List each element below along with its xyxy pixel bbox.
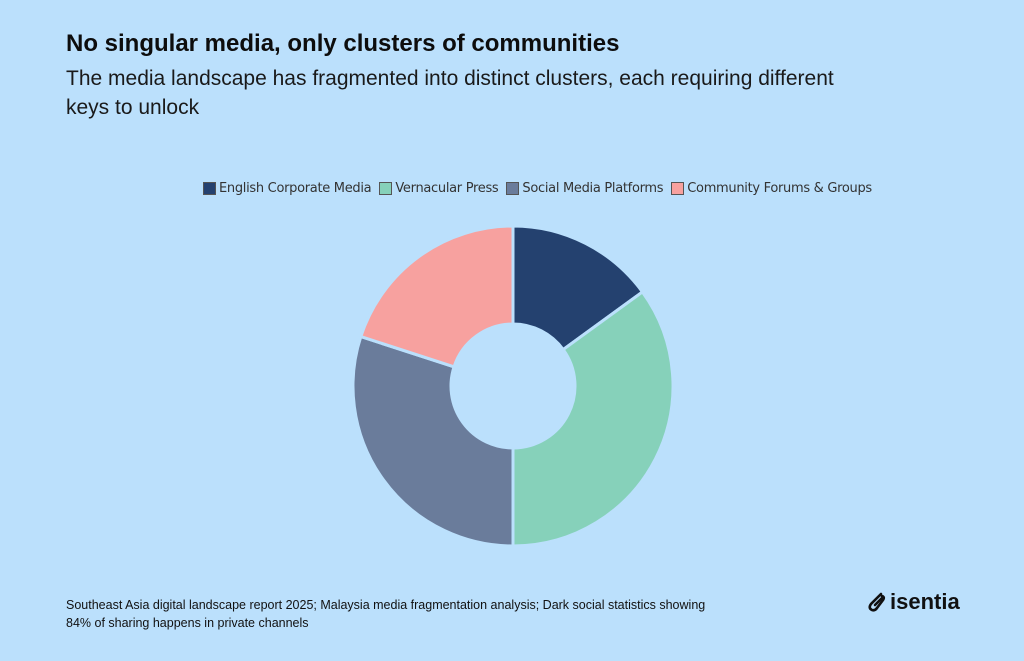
legend-item[interactable]: English Corporate Media [203, 181, 372, 196]
donut-slice-community-forums-groups[interactable] [358, 224, 515, 369]
logo-mark-icon [868, 592, 886, 612]
legend-swatch [671, 182, 685, 195]
chart-title: No singular media, only clusters of comm… [66, 30, 620, 57]
donut-slice-vernacular-press[interactable] [511, 289, 675, 548]
logo-text: isentia [890, 589, 960, 614]
donut-slice-english-corporate-media[interactable] [511, 224, 645, 352]
legend-item[interactable]: Social Media Platforms [506, 181, 664, 196]
legend-item[interactable]: Vernacular Press [379, 181, 499, 196]
donut-slice-social-media-platforms[interactable] [351, 334, 515, 548]
legend-label: Vernacular Press [395, 181, 499, 196]
chart-subtitle: The media landscape has fragmented into … [66, 67, 834, 119]
legend-item[interactable]: Community Forums & Groups [671, 181, 872, 196]
legend: English Corporate Media Vernacular Press S… [203, 181, 872, 196]
legend-label: English Corporate Media [219, 181, 372, 196]
legend-swatch [379, 182, 393, 195]
isentia-logo: isentia [866, 589, 960, 615]
legend-swatch [203, 182, 216, 195]
source-note: Southeast Asia digital landscape report … [66, 598, 706, 630]
legend-label: Social Media Platforms [522, 181, 664, 196]
legend-swatch [506, 182, 520, 195]
legend-label: Community Forums & Groups [687, 181, 872, 196]
